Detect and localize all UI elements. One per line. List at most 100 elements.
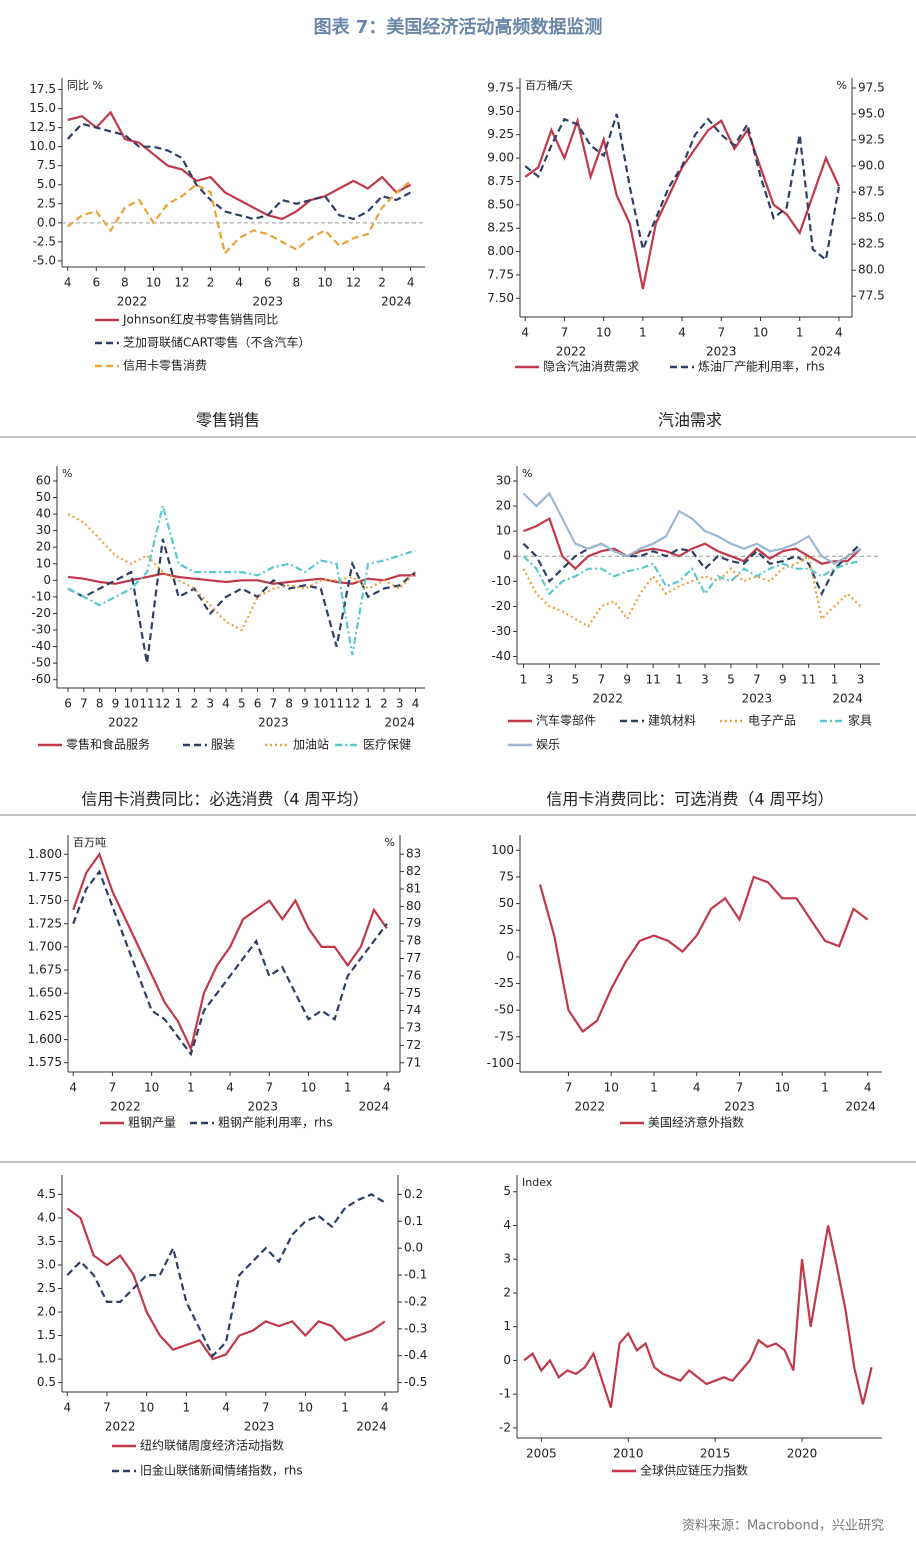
y2-tick-label: 76 <box>406 968 421 982</box>
y-tick-label: 8.50 <box>487 197 514 211</box>
y-tick-label: 1.675 <box>28 963 62 977</box>
x-tick-label: 7 <box>717 326 725 340</box>
x-tick-label: 4 <box>383 1081 391 1095</box>
x-tick-label: 4 <box>63 1401 71 1415</box>
legend-label: 家具 <box>848 713 872 728</box>
series-line <box>522 491 862 565</box>
series-line <box>524 116 840 290</box>
x-tick-label: 4 <box>407 276 415 290</box>
series-line <box>66 122 412 221</box>
y-tick-label: 9.25 <box>487 127 514 141</box>
x-tick-label: 4 <box>64 276 72 290</box>
x-tick-label: 10 <box>124 697 139 711</box>
y-tick-label: 0 <box>506 949 514 963</box>
x-tick-label: 1 <box>344 1081 352 1095</box>
y-tick-label: 10 <box>36 556 51 570</box>
x-group-label: 2023 <box>247 1100 278 1114</box>
y-tick-label: 9.00 <box>487 151 514 165</box>
x-tick-label: 7 <box>597 673 605 687</box>
x-tick-label: 8 <box>293 276 301 290</box>
series-line <box>72 851 388 1053</box>
series-line <box>67 180 412 256</box>
y2-tick-label: 92.5 <box>858 133 885 147</box>
x-tick-label: 9 <box>623 673 631 687</box>
y-axis-label: 同比 % <box>67 79 103 92</box>
x-group-label: 2023 <box>742 692 773 706</box>
y-axis-label: 百万桶/天 <box>525 78 573 92</box>
x-tick-label: 3 <box>857 673 865 687</box>
x-tick-label: 2005 <box>526 1447 557 1461</box>
y-tick-label: 40 <box>36 507 51 521</box>
y-tick-label: 7.5 <box>37 158 56 172</box>
series-line <box>67 110 412 221</box>
x-group-label: 2024 <box>381 295 412 309</box>
y-tick-label: 1.625 <box>28 1009 62 1023</box>
series-line <box>524 113 840 262</box>
y2-tick-label: 75 <box>406 986 421 1000</box>
x-group-label: 2023 <box>258 716 289 730</box>
y-tick-label: 7.75 <box>487 267 514 281</box>
x-tick-label: 4 <box>222 697 230 711</box>
y2-tick-label: 95.0 <box>858 107 885 121</box>
y-tick-label: 7.50 <box>487 291 514 305</box>
series-line <box>538 875 869 1034</box>
x-tick-label: 10 <box>604 1081 619 1095</box>
x-group-label: 2023 <box>244 1420 275 1434</box>
x-tick-label: 11 <box>645 673 660 687</box>
y2-tick-label: 82.5 <box>858 237 885 251</box>
y-tick-label: -30 <box>31 623 51 637</box>
x-tick-label: 4 <box>226 1081 234 1095</box>
x-tick-label: 7 <box>265 1081 273 1095</box>
y-tick-label: 0 <box>503 1353 511 1367</box>
y2-axis-label: % <box>385 836 395 849</box>
x-tick-label: 1 <box>821 1081 829 1095</box>
legend-label: 建筑材料 <box>648 713 696 728</box>
x-tick-label: 1 <box>175 697 183 711</box>
x-tick-label: 7 <box>565 1081 573 1095</box>
y-tick-label: -60 <box>31 672 51 686</box>
x-tick-label: 10 <box>146 276 161 290</box>
y-tick-label: 3.0 <box>37 1257 56 1271</box>
x-tick-label: 10 <box>144 1081 159 1095</box>
y-tick-label: -1 <box>499 1387 511 1401</box>
y-tick-label: 2.5 <box>37 1281 56 1295</box>
x-group-label: 2022 <box>592 692 623 706</box>
y-tick-label: 100 <box>491 843 514 857</box>
x-tick-label: 7 <box>80 697 88 711</box>
x-tick-label: 12 <box>345 697 360 711</box>
y-tick-label: 4.0 <box>37 1210 56 1224</box>
y2-tick-label: 97.5 <box>858 81 885 95</box>
y2-tick-label: 77.5 <box>858 289 885 303</box>
x-tick-label: 2 <box>191 697 199 711</box>
x-tick-label: 12 <box>155 697 170 711</box>
x-tick-label: 2015 <box>700 1447 731 1461</box>
legend-label: 纽约联储周度经济活动指数 <box>140 1438 284 1453</box>
x-tick-label: 1 <box>675 673 683 687</box>
y-tick-label: 20 <box>36 540 51 554</box>
y-tick-label: 50 <box>499 896 514 910</box>
legend-label: 美国经济意外指数 <box>648 1115 744 1130</box>
y-tick-label: 0 <box>43 573 51 587</box>
y-tick-label: -50 <box>494 1003 514 1017</box>
x-tick-label: 4 <box>835 326 843 340</box>
y-tick-label: 1.5 <box>37 1328 56 1342</box>
y-tick-label: 15.0 <box>29 101 56 115</box>
page-title: 图表 7：美国经济活动高频数据监测 <box>314 16 603 38</box>
x-group-label: 2024 <box>384 716 415 730</box>
x-group-label: 2024 <box>832 692 863 706</box>
y-tick-label: 4.5 <box>37 1187 56 1201</box>
y-tick-label: 1.700 <box>28 939 62 953</box>
x-tick-label: 2 <box>207 276 215 290</box>
x-tick-label: 1 <box>831 673 839 687</box>
y-tick-label: 60 <box>36 473 51 487</box>
x-tick-label: 1 <box>796 326 804 340</box>
x-tick-label: 6 <box>92 276 100 290</box>
y2-tick-label: 87.5 <box>858 185 885 199</box>
y2-axis-label: % <box>837 79 847 92</box>
legend-label: 信用卡零售消费 <box>123 358 207 373</box>
y2-tick-label: 90.0 <box>858 159 885 173</box>
y-tick-label: 12.5 <box>29 120 56 134</box>
y-tick-label: 1.600 <box>28 1032 62 1046</box>
x-tick-label: 10 <box>596 326 611 340</box>
x-tick-label: 4 <box>678 326 686 340</box>
